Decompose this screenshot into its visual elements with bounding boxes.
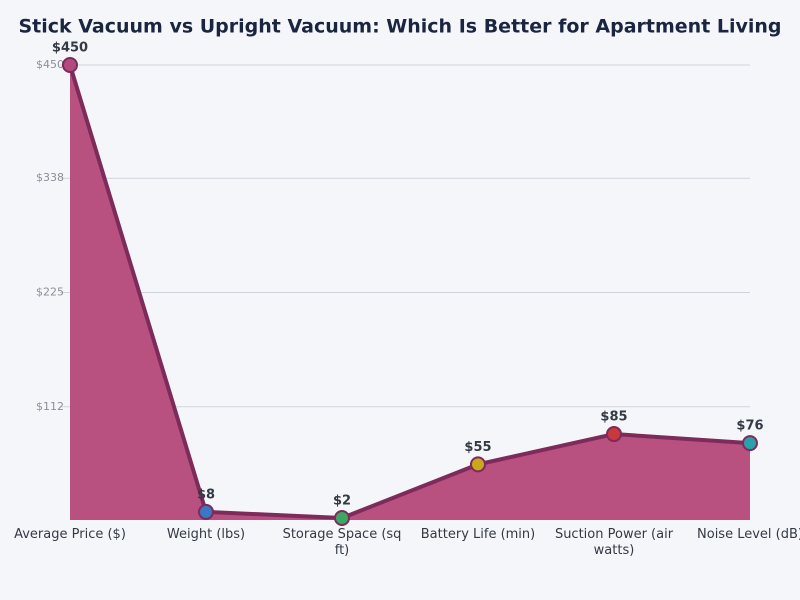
y-tick-label: $225 (36, 286, 64, 299)
y-tick-label: $112 (36, 400, 64, 413)
value-label: $55 (464, 440, 491, 455)
value-label: $8 (197, 487, 215, 502)
point (334, 509, 350, 526)
x-tick-label: Average Price ($) (14, 527, 126, 542)
point (198, 503, 214, 520)
value-label: $450 (52, 41, 88, 56)
x-tick-label: Noise Level (dB) (697, 527, 800, 542)
x-tick-label: Suction Power (air watts) (554, 527, 674, 558)
point (606, 426, 622, 443)
value-label: $2 (333, 493, 351, 508)
line (68, 64, 751, 520)
point (470, 456, 486, 473)
y-tick-label: $450 (36, 58, 64, 71)
area (70, 65, 750, 520)
chart-title: Stick Vacuum vs Upright Vacuum: Which Is… (18, 16, 781, 38)
x-tick-label: Battery Life (min) (420, 527, 536, 542)
y-tick-label: $338 (36, 171, 64, 184)
value-label: $85 (600, 410, 627, 425)
point (62, 57, 78, 73)
point (742, 435, 758, 452)
value-label: $76 (736, 419, 763, 434)
x-tick-label: Weight (lbs) (166, 527, 246, 542)
x-tick-label: Storage Space (sq ft) (282, 527, 402, 558)
